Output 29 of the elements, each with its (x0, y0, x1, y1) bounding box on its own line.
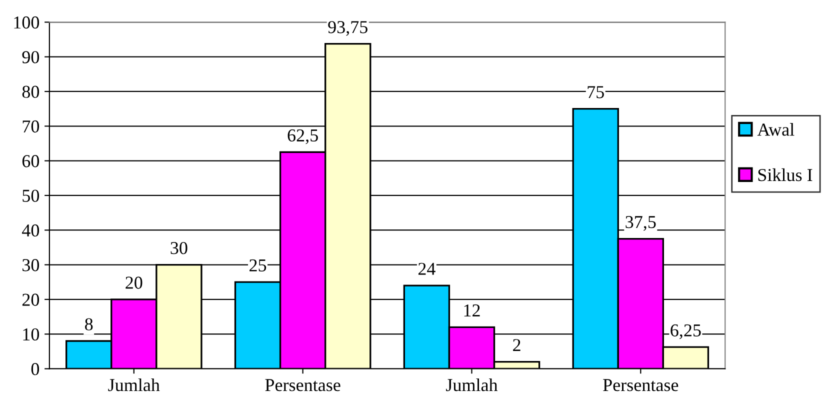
data-label: 24 (418, 262, 436, 275)
data-label: 2 (513, 339, 520, 352)
data-label: 37,5 (626, 216, 656, 231)
x-tick-label: Persentase (603, 379, 678, 392)
y-tick-label: 50 (22, 190, 40, 202)
x-tick-label: Jumlah (446, 378, 498, 392)
legend-label: Awal (757, 123, 794, 136)
y-tick-label: 70 (22, 120, 40, 133)
y-tick-label: 90 (22, 51, 40, 64)
y-tick-label: 20 (22, 294, 40, 306)
data-label: 8 (85, 318, 93, 330)
y-tick-label: 30 (22, 259, 40, 272)
y-tick-label: 0 (31, 363, 40, 376)
data-label: 93,75 (328, 21, 368, 36)
data-label: 62,5 (288, 129, 318, 144)
data-label: 30 (170, 242, 188, 254)
legend-label: Siklus I (758, 168, 812, 182)
x-tick-label: Jumlah (108, 378, 160, 392)
y-tick-label: 60 (22, 155, 40, 168)
y-tick-label: 100 (14, 16, 40, 29)
y-tick-label: 10 (23, 328, 40, 341)
data-label: 25 (250, 259, 266, 272)
y-tick-label: 80 (22, 86, 40, 98)
data-label: 6,25 (670, 324, 701, 340)
data-label: 20 (126, 276, 142, 289)
y-tick-label: 40 (22, 224, 40, 237)
x-tick-label: Persentase (265, 379, 340, 392)
data-label: 12 (464, 304, 480, 316)
data-label: 75 (588, 86, 604, 98)
